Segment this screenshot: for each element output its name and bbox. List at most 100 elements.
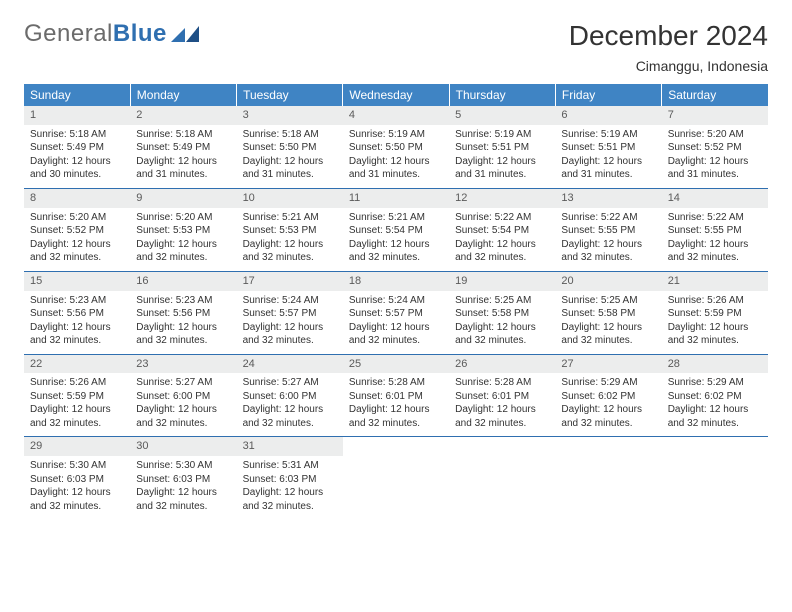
day-cell [343,437,449,519]
sunrise-line: Sunrise: 5:19 AM [349,128,443,142]
sunrise-line: Sunrise: 5:25 AM [561,294,655,308]
day-cell: 29Sunrise: 5:30 AMSunset: 6:03 PMDayligh… [24,437,130,519]
day-number: 10 [237,189,343,208]
sunset-line: Sunset: 5:55 PM [668,224,762,238]
sunset-line: Sunset: 5:56 PM [136,307,230,321]
day-number: 20 [555,272,661,291]
sunset-line: Sunset: 5:50 PM [243,141,337,155]
calendar-body: 1Sunrise: 5:18 AMSunset: 5:49 PMDaylight… [24,106,768,519]
daylight-line: Daylight: 12 hours and 32 minutes. [30,321,124,348]
sunrise-line: Sunrise: 5:22 AM [455,211,549,225]
sunrise-line: Sunrise: 5:27 AM [136,376,230,390]
sunrise-line: Sunrise: 5:19 AM [561,128,655,142]
day-cell: 9 Sunrise: 5:20 AMSunset: 5:53 PMDaylight… [130,188,236,271]
weekday-header: Thursday [449,84,555,106]
sunrise-line: Sunrise: 5:23 AM [30,294,124,308]
sunrise-line: Sunrise: 5:21 AM [349,211,443,225]
day-cell: 1 Sunrise: 5:18 AMSunset: 5:49 PMDaylight… [24,106,130,188]
sunset-line: Sunset: 6:00 PM [243,390,337,404]
day-number: 22 [24,355,130,374]
weekday-header: Sunday [24,84,130,106]
day-cell: 2 Sunrise: 5:18 AMSunset: 5:49 PMDaylight… [130,106,236,188]
sunset-line: Sunset: 5:54 PM [349,224,443,238]
sunset-line: Sunset: 6:02 PM [561,390,655,404]
sunrise-line: Sunrise: 5:21 AM [243,211,337,225]
day-number: 2 [130,106,236,125]
day-cell: 15Sunrise: 5:23 AMSunset: 5:56 PMDayligh… [24,271,130,354]
sunset-line: Sunset: 5:52 PM [30,224,124,238]
weekday-header-row: Sunday Monday Tuesday Wednesday Thursday… [24,84,768,106]
sunrise-line: Sunrise: 5:29 AM [668,376,762,390]
day-number: 31 [237,437,343,456]
day-cell: 13Sunrise: 5:22 AMSunset: 5:55 PMDayligh… [555,188,661,271]
sunrise-line: Sunrise: 5:22 AM [561,211,655,225]
day-cell: 25Sunrise: 5:28 AMSunset: 6:01 PMDayligh… [343,354,449,437]
day-number: 23 [130,355,236,374]
sunrise-line: Sunrise: 5:27 AM [243,376,337,390]
weekday-header: Tuesday [237,84,343,106]
daylight-line: Daylight: 12 hours and 32 minutes. [243,486,337,513]
daylight-line: Daylight: 12 hours and 32 minutes. [349,403,443,430]
day-cell: 3Sunrise: 5:18 AMSunset: 5:50 PMDaylight… [237,106,343,188]
daylight-line: Daylight: 12 hours and 32 minutes. [668,321,762,348]
sunset-line: Sunset: 6:03 PM [136,473,230,487]
sunset-line: Sunset: 6:00 PM [136,390,230,404]
day-number: 29 [24,437,130,456]
day-number: 25 [343,355,449,374]
day-number: 1 [24,106,130,125]
sunset-line: Sunset: 5:56 PM [30,307,124,321]
sunset-line: Sunset: 5:51 PM [561,141,655,155]
day-cell: 16Sunrise: 5:23 AMSunset: 5:56 PMDayligh… [130,271,236,354]
sunset-line: Sunset: 5:59 PM [668,307,762,321]
sunrise-line: Sunrise: 5:20 AM [136,211,230,225]
day-number: 11 [343,189,449,208]
sunrise-line: Sunrise: 5:30 AM [136,459,230,473]
day-number: 28 [662,355,768,374]
sunrise-line: Sunrise: 5:18 AM [136,128,230,142]
sunset-line: Sunset: 5:49 PM [30,141,124,155]
daylight-line: Daylight: 12 hours and 32 minutes. [30,486,124,513]
day-number: 16 [130,272,236,291]
daylight-line: Daylight: 12 hours and 32 minutes. [455,321,549,348]
day-cell [662,437,768,519]
sunset-line: Sunset: 5:57 PM [243,307,337,321]
calendar-row: 8Sunrise: 5:20 AMSunset: 5:52 PMDaylight… [24,188,768,271]
day-cell: 14Sunrise: 5:22 AMSunset: 5:55 PMDayligh… [662,188,768,271]
sunrise-line: Sunrise: 5:18 AM [30,128,124,142]
day-cell: 24Sunrise: 5:27 AMSunset: 6:00 PMDayligh… [237,354,343,437]
daylight-line: Daylight: 12 hours and 32 minutes. [561,403,655,430]
sunset-line: Sunset: 5:57 PM [349,307,443,321]
day-cell: 31Sunrise: 5:31 AMSunset: 6:03 PMDayligh… [237,437,343,519]
sunset-line: Sunset: 5:52 PM [668,141,762,155]
sunset-line: Sunset: 5:59 PM [30,390,124,404]
daylight-line: Daylight: 12 hours and 30 minutes. [30,155,124,182]
calendar-row: 15Sunrise: 5:23 AMSunset: 5:56 PMDayligh… [24,271,768,354]
day-cell: 26Sunrise: 5:28 AMSunset: 6:01 PMDayligh… [449,354,555,437]
day-cell: 22Sunrise: 5:26 AMSunset: 5:59 PMDayligh… [24,354,130,437]
day-number: 5 [449,106,555,125]
month-title: December 2024 [569,20,768,52]
daylight-line: Daylight: 12 hours and 32 minutes. [30,403,124,430]
daylight-line: Daylight: 12 hours and 32 minutes. [243,238,337,265]
sunrise-line: Sunrise: 5:29 AM [561,376,655,390]
header: GeneralBlue December 2024 Cimanggu, Indo… [24,20,768,74]
logo-word-gray: General [24,20,113,47]
sunset-line: Sunset: 5:49 PM [136,141,230,155]
weekday-header: Saturday [662,84,768,106]
daylight-line: Daylight: 12 hours and 32 minutes. [136,403,230,430]
day-number: 9 [130,189,236,208]
daylight-line: Daylight: 12 hours and 31 minutes. [136,155,230,182]
day-number: 18 [343,272,449,291]
daylight-line: Daylight: 12 hours and 32 minutes. [349,238,443,265]
day-number: 17 [237,272,343,291]
sunset-line: Sunset: 5:53 PM [243,224,337,238]
day-cell: 8Sunrise: 5:20 AMSunset: 5:52 PMDaylight… [24,188,130,271]
daylight-line: Daylight: 12 hours and 32 minutes. [243,321,337,348]
daylight-line: Daylight: 12 hours and 32 minutes. [136,238,230,265]
sunrise-line: Sunrise: 5:24 AM [349,294,443,308]
sunrise-line: Sunrise: 5:25 AM [455,294,549,308]
day-cell: 11 Sunrise: 5:21 AMSunset: 5:54 PMDayligh… [343,188,449,271]
daylight-line: Daylight: 12 hours and 32 minutes. [561,321,655,348]
sunset-line: Sunset: 5:53 PM [136,224,230,238]
daylight-line: Daylight: 12 hours and 31 minutes. [349,155,443,182]
